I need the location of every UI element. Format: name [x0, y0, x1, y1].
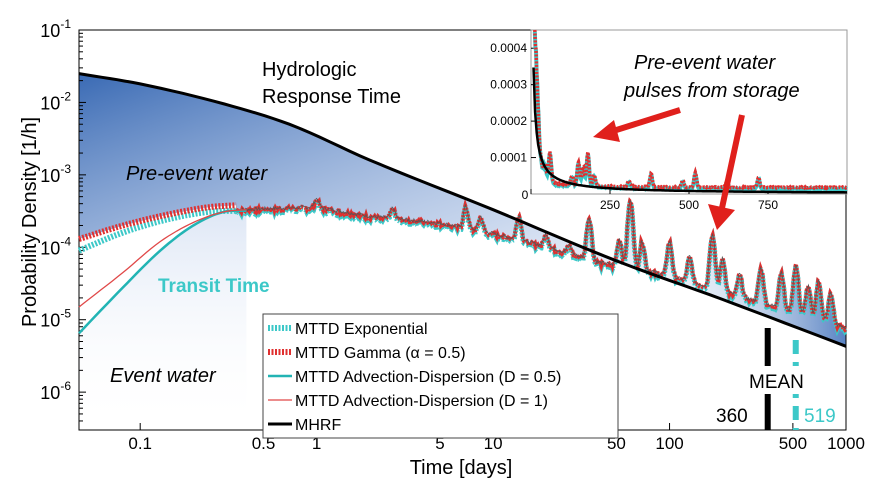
y-axis-ticks: 10-1 10-2 10-3 10-4 10-5 10-6 — [40, 17, 86, 431]
inset-x-tick-label: 750 — [758, 198, 778, 212]
y-tick-label: 10-5 — [40, 307, 71, 331]
series-mttd-exponential — [77, 207, 237, 254]
series-gamma-tail — [235, 196, 848, 333]
legend-label-mttd-advection-dispersion-d-1: MTTD Advection-Dispersion (D = 1) — [295, 393, 548, 410]
legend-label-mhrf: MHRF — [295, 417, 341, 434]
mean-label-360: 360 — [716, 406, 748, 427]
series-layer — [77, 72, 848, 348]
annotation-hydrologic-line2: Response Time — [262, 86, 401, 108]
legend-label-mttd-exponential: MTTD Exponential — [295, 321, 428, 338]
inset-y-tick-label: 0.0003 — [490, 78, 527, 92]
series-mttd-gamma-0-5 — [78, 202, 237, 242]
mean-360-bg — [712, 402, 752, 428]
mean-519-bg — [800, 402, 842, 428]
inset-x-tick-label: 0 — [522, 188, 529, 202]
x-tick-label: 500 — [779, 434, 807, 453]
x-tick-label: 1 — [312, 434, 321, 453]
legend: MTTD Exponential MTTD Gamma (α = 0.5) MTTD… — [262, 313, 619, 439]
legend-label-mttd-advection-dispersion-d-0-5: MTTD Advection-Dispersion (D = 0.5) — [295, 369, 561, 386]
series-ad-tail — [236, 197, 847, 330]
x-tick-label: 0.5 — [252, 434, 276, 453]
y-tick-label: 10-6 — [40, 379, 71, 403]
annotation-pulses-line2: pulses from storage — [623, 80, 800, 102]
y-tick-label: 10-1 — [40, 17, 71, 41]
series-mttd-advection-dispersion-d-1 — [78, 209, 247, 308]
y-tick-label: 10-2 — [40, 89, 71, 113]
inset-y-tick-label: 0.0002 — [490, 114, 527, 128]
mean-label-519: 519 — [804, 406, 836, 427]
inset-x-tick-label: 500 — [679, 198, 699, 212]
annotation-mean: MEAN — [749, 372, 804, 393]
arrow-to-main-pulse — [708, 114, 745, 230]
x-axis-label: Time [days] — [410, 457, 513, 479]
x-tick-label: 5 — [435, 434, 444, 453]
annotation-pulses-line1: Pre-event water — [634, 52, 777, 74]
inset-series — [532, 29, 848, 194]
x-tick-label: 50 — [607, 434, 626, 453]
annotation-hydrologic-line1: Hydrologic — [262, 59, 356, 81]
mean-markers — [712, 328, 842, 430]
annotation-event-water: Event water — [110, 365, 217, 387]
y-axis-label: Probability Density [1/h] — [19, 117, 41, 327]
x-tick-label: 0.1 — [128, 434, 152, 453]
y-tick-label: 10-4 — [40, 234, 71, 258]
inset-mhrf-curve — [532, 67, 847, 194]
inset-x-tick-label: 250 — [600, 198, 620, 212]
arrow-to-inset-peak — [593, 107, 681, 142]
x-tick-label: 10 — [484, 434, 503, 453]
event-water-shading — [79, 210, 247, 430]
inset-y-tick-label: 0.0004 — [490, 41, 527, 55]
inset-chart: 0.0001 0.0002 0.0003 0.0004 0 250 500 750 — [490, 29, 848, 212]
y-tick-label: 10-3 — [40, 162, 71, 186]
legend-label-mttd-gamma-0-5: MTTD Gamma (α = 0.5) — [295, 345, 466, 362]
x-axis-ticks: 0.1 0.5 1 5 10 50 100 500 1000 — [128, 423, 865, 453]
mean-label-bg — [745, 366, 813, 394]
annotation-pre-event: Pre-event water — [126, 163, 269, 185]
inset-ticks: 0.0001 0.0002 0.0003 0.0004 0 250 500 750 — [490, 41, 778, 212]
series-mhrf — [78, 72, 847, 348]
x-tick-label: 1000 — [827, 434, 865, 453]
x-tick-label: 100 — [655, 434, 683, 453]
annotation-transit-time: Transit Time — [158, 276, 270, 297]
inset-y-tick-label: 0.0001 — [490, 151, 527, 165]
